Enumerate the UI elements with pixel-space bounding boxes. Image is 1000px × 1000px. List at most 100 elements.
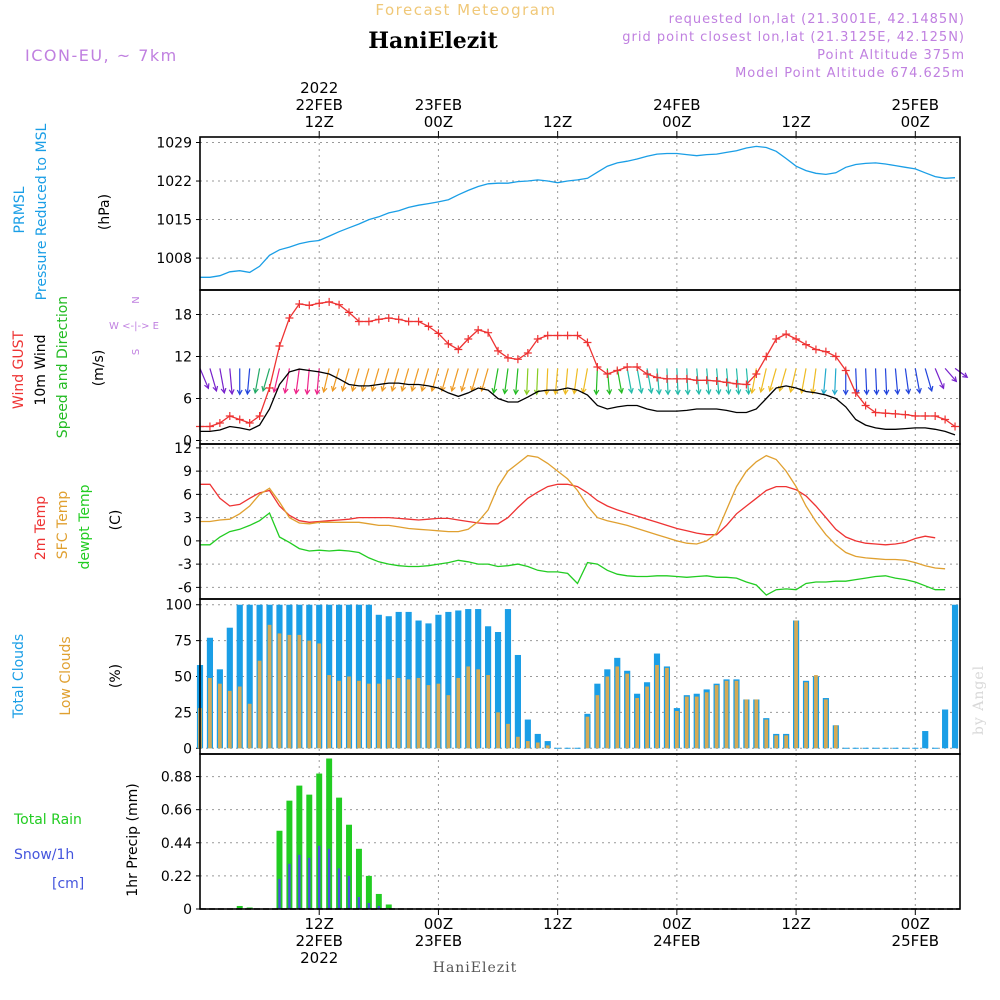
precip-unit: 1hr Precip (mm) bbox=[125, 783, 141, 896]
gust-marker bbox=[305, 301, 314, 310]
wind-arrow-head bbox=[873, 389, 880, 396]
clouds-tick-label: 100 bbox=[165, 598, 192, 614]
requested-coords: requested lon,lat (21.3001E, 42.1485N) bbox=[669, 12, 965, 27]
low-cloud-bar bbox=[545, 745, 550, 749]
wind-arrow bbox=[790, 368, 797, 393]
gust-marker bbox=[414, 317, 423, 326]
wind-arrow bbox=[441, 368, 449, 392]
wind-tick-label: 6 bbox=[183, 392, 192, 408]
wind-arrow bbox=[199, 368, 209, 389]
gust-marker bbox=[384, 314, 393, 322]
gust-marker bbox=[891, 409, 900, 418]
wind-arrow bbox=[884, 368, 888, 395]
wind-arrow bbox=[616, 368, 623, 393]
total-cloud-bar bbox=[355, 604, 363, 749]
gust-marker bbox=[692, 376, 701, 385]
gust-marker bbox=[255, 412, 264, 420]
gust-marker bbox=[265, 384, 274, 392]
wind-arrow bbox=[735, 368, 740, 395]
wind-arrow-head bbox=[695, 389, 702, 396]
time-label-bottom: 00Z bbox=[901, 915, 930, 933]
gust-marker bbox=[285, 314, 294, 322]
rain-bar bbox=[236, 905, 243, 909]
temp-unit: (C) bbox=[108, 510, 124, 531]
pressure-tick-label: 1015 bbox=[156, 213, 192, 229]
wind-arrow bbox=[800, 368, 807, 393]
gust-marker bbox=[851, 388, 860, 397]
time-label-bottom: 25FEB bbox=[892, 932, 939, 950]
gust-marker bbox=[772, 335, 781, 343]
gust-marker bbox=[633, 363, 642, 371]
gust-marker bbox=[712, 377, 721, 385]
snow-bar bbox=[318, 845, 321, 909]
gust-marker bbox=[434, 329, 443, 338]
pressure-tick-label: 1029 bbox=[156, 136, 192, 152]
gust-marker bbox=[603, 370, 612, 378]
gust-marker bbox=[235, 415, 244, 424]
time-label-top: 23FEB bbox=[415, 96, 462, 114]
wind-arrow bbox=[706, 368, 710, 395]
t2m-label: 2m Temp bbox=[33, 496, 49, 560]
gust-marker bbox=[881, 409, 890, 418]
wind-arrow-head bbox=[543, 389, 550, 396]
gust-marker bbox=[464, 335, 473, 343]
wind-arrow-head bbox=[440, 385, 446, 393]
low-cloud-bar bbox=[734, 680, 739, 749]
gust-marker bbox=[494, 346, 503, 355]
low-cloud-bar bbox=[784, 735, 788, 749]
total-cloud-bar bbox=[534, 733, 541, 749]
total-rain-label: Total Rain bbox=[13, 812, 82, 828]
wind-arrow bbox=[834, 368, 837, 395]
low-cloud-bar bbox=[833, 725, 838, 749]
wind-arrow bbox=[332, 368, 340, 392]
low-cloud-bar bbox=[456, 677, 461, 749]
gust-marker bbox=[374, 315, 383, 324]
gust-marker bbox=[573, 331, 582, 340]
total-cloud-bar bbox=[236, 604, 243, 749]
clouds-tick-label: 0 bbox=[183, 741, 192, 757]
low-cloud-bar bbox=[704, 692, 709, 749]
low-cloud-bar bbox=[754, 699, 759, 749]
low-cloud-bar bbox=[585, 716, 590, 749]
gust-marker bbox=[672, 374, 681, 383]
wind-arrow bbox=[894, 368, 899, 395]
total-clouds-label: Total Clouds bbox=[11, 634, 27, 719]
low-cloud-bar bbox=[724, 680, 729, 749]
wind-arrow-head bbox=[655, 389, 662, 396]
gust-marker bbox=[702, 376, 711, 385]
gust-marker bbox=[861, 401, 870, 410]
wind-arrow-head bbox=[390, 385, 397, 393]
low-cloud-bar bbox=[386, 679, 391, 749]
dewpt-label: dewpt Temp bbox=[77, 484, 93, 569]
rain-bar bbox=[336, 797, 343, 909]
gust-marker bbox=[454, 345, 463, 354]
gust-marker bbox=[563, 331, 572, 340]
wind-arrow bbox=[769, 368, 777, 392]
time-label-bottom: 12Z bbox=[305, 915, 334, 933]
wind-arrow-head bbox=[272, 386, 278, 394]
total-cloud-bar bbox=[246, 604, 253, 749]
snow-bar bbox=[298, 854, 301, 909]
gust-marker bbox=[841, 366, 850, 375]
temperature-tick-label: 6 bbox=[183, 487, 192, 503]
gust-marker bbox=[245, 419, 254, 427]
gust-marker bbox=[503, 353, 512, 362]
low-cloud-bar bbox=[317, 643, 322, 749]
rain-bar bbox=[346, 824, 352, 909]
total-cloud-bar bbox=[336, 604, 343, 749]
total-cloud-bar bbox=[524, 719, 531, 749]
wind-arrow bbox=[493, 368, 499, 393]
wind-arrow-head bbox=[916, 387, 922, 395]
wind-arrow-head bbox=[304, 389, 311, 396]
rain-bar bbox=[296, 785, 303, 909]
panel-frame bbox=[199, 753, 961, 910]
low-cloud-bar bbox=[227, 690, 232, 749]
time-label-bottom: 12Z bbox=[543, 915, 572, 933]
low-cloud-bar bbox=[506, 723, 510, 749]
wind-arrow-head bbox=[340, 385, 347, 393]
wind-arrow bbox=[306, 368, 310, 395]
rain-bar bbox=[365, 875, 372, 909]
wind-arrow-head bbox=[400, 385, 407, 393]
low-cloud-bar bbox=[218, 683, 222, 749]
wind-arrow-head bbox=[321, 386, 328, 394]
